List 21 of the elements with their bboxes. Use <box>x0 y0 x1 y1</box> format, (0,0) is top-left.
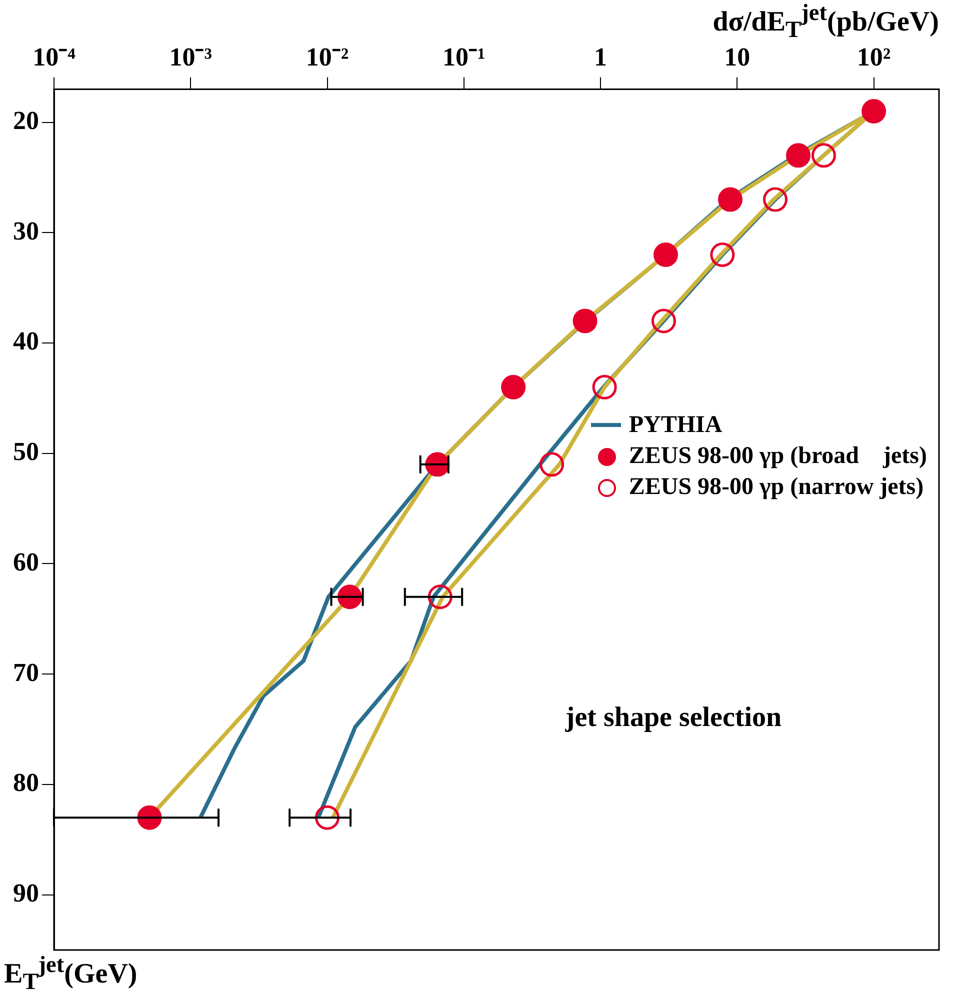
x-tick-label: 1 <box>594 42 608 72</box>
y-tick-label: 70 <box>13 658 39 687</box>
y-tick-label: 90 <box>13 878 39 908</box>
x-tick-label: 10² <box>856 42 891 72</box>
legend-label: ZEUS 98-00 γp (broad jets) <box>628 442 927 470</box>
y-tick-label: 80 <box>13 768 39 798</box>
y-tick-label: 60 <box>13 547 39 576</box>
x-tick-label: 10⁻³ <box>169 42 212 72</box>
y-tick-label: 40 <box>13 326 39 356</box>
x-tick-label: 10⁻⁴ <box>32 42 76 72</box>
x-tick-label: 10⁻¹ <box>442 42 486 72</box>
y-tick-label: 50 <box>13 437 39 466</box>
y-tick-label: 30 <box>13 216 39 246</box>
y-tick-label: 20 <box>13 106 39 136</box>
y-axis-title: E$_{T}$$^{jet}$(GeV) <box>4 952 138 995</box>
legend-label: ZEUS 98-00 γp (narrow jets) <box>628 474 924 501</box>
x-axis-title: dσ/dE$_{T}$$^{jet}$(pb/GeV) <box>712 0 939 44</box>
x-tick-label: 10 <box>724 42 750 72</box>
x-tick-label: 10⁻² <box>306 42 349 72</box>
annotation: jet shape selection <box>564 702 782 734</box>
legend-label: PYTHIA <box>628 412 722 439</box>
